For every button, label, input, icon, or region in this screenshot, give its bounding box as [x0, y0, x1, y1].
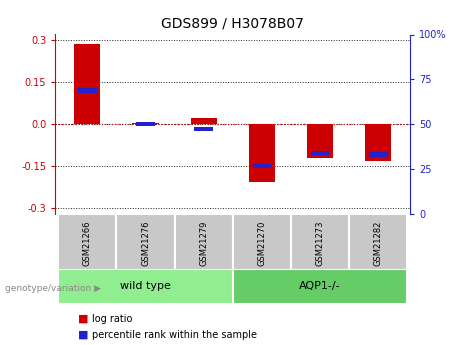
Text: GSM21279: GSM21279 [199, 220, 208, 266]
Bar [117, 214, 175, 273]
Bar [349, 214, 408, 273]
Bar [253, 164, 271, 168]
Bar [58, 214, 117, 273]
Bar [311, 150, 330, 155]
Text: GSM21276: GSM21276 [141, 220, 150, 266]
Bar [369, 152, 388, 157]
Text: AQP1-/-: AQP1-/- [299, 282, 341, 291]
Bar [132, 123, 159, 124]
Text: genotype/variation ▶: genotype/variation ▶ [5, 284, 100, 293]
Bar [78, 88, 97, 93]
Text: GSM21282: GSM21282 [374, 220, 383, 266]
Bar [291, 214, 349, 273]
Bar [74, 44, 100, 124]
Bar [307, 124, 333, 158]
Text: log ratio: log ratio [92, 314, 133, 324]
Text: percentile rank within the sample: percentile rank within the sample [92, 330, 257, 339]
Text: GSM21273: GSM21273 [316, 220, 325, 266]
Bar [136, 122, 155, 126]
Text: wild type: wild type [120, 282, 171, 291]
Bar [190, 118, 217, 124]
Bar [175, 214, 233, 273]
Title: GDS899 / H3078B07: GDS899 / H3078B07 [161, 17, 304, 31]
Bar [58, 269, 233, 304]
Bar [233, 214, 291, 273]
Text: GSM21266: GSM21266 [83, 220, 92, 266]
Text: GSM21270: GSM21270 [257, 220, 266, 266]
Bar [249, 124, 275, 182]
Bar [365, 124, 391, 161]
Bar [195, 127, 213, 131]
Bar [233, 269, 408, 304]
Text: ■: ■ [78, 314, 89, 324]
Text: ■: ■ [78, 330, 89, 339]
